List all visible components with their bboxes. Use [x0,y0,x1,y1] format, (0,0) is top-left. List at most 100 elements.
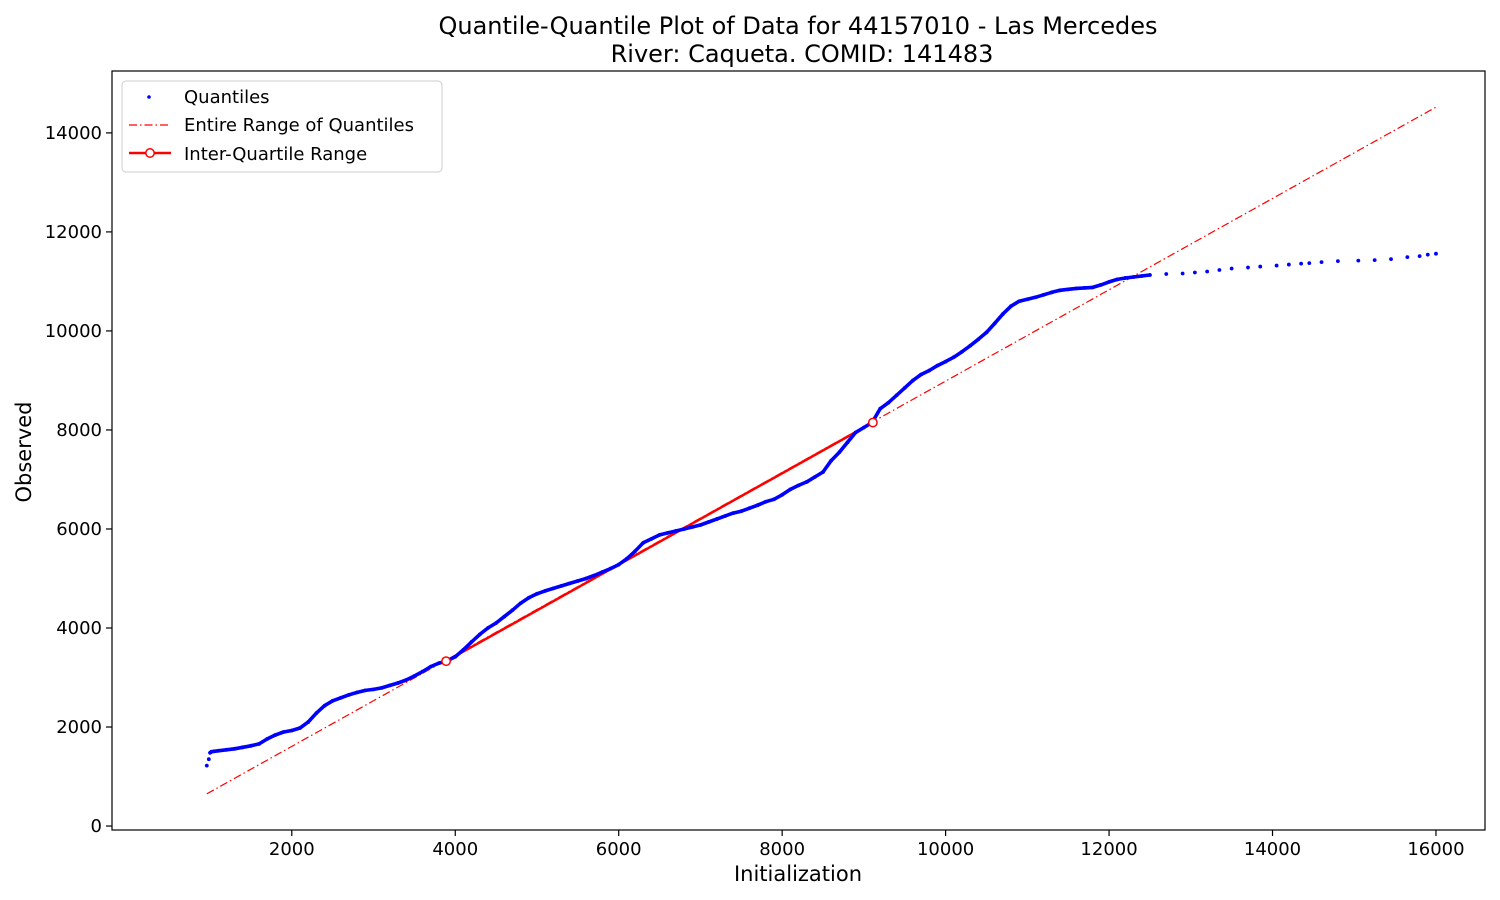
quantile-point [1307,261,1312,266]
quantile-point [1009,304,1013,309]
legend-box [121,80,443,173]
quantile-point [1274,263,1279,268]
quantile-point [1049,290,1054,295]
quantile-point [379,686,384,690]
quantile-point [1205,269,1210,274]
y-axis-label: Observed [12,401,36,502]
quantile-point [641,540,646,545]
quantile-point [551,586,556,591]
quantile-point [665,531,670,535]
quantile-point [371,687,376,692]
quantile-point [911,378,915,383]
quantile-point [206,757,211,762]
quantile-point [943,359,948,364]
quantile-point [338,695,343,700]
x-tick-label: 16000 [1407,839,1464,860]
quantile-point [461,647,466,652]
quantile-point [412,674,417,678]
x-tick-label: 6000 [596,839,642,860]
quantiles-dense-trace [208,273,1152,755]
quantile-point [951,355,956,360]
quantile-point [453,654,458,659]
quantile-point [1000,312,1005,316]
quantile-point [249,743,253,748]
quantile-point [216,748,221,753]
quantile-point [224,747,229,752]
quantile-point [780,492,785,497]
quantile-point [396,681,400,685]
quantile-point [714,517,719,521]
quantile-point [804,480,809,484]
quantile-point [1041,292,1046,297]
quantile-point [919,372,923,377]
quantile-point [1123,276,1128,280]
quantile-point [559,584,564,588]
quantile-point [878,406,883,411]
quantile-point [1107,280,1111,284]
quantile-point [592,573,597,578]
quantile-point [739,509,744,514]
y-tick-label: 4000 [56,618,102,639]
quantile-point [298,726,302,730]
quantile-point [281,730,286,734]
quantile-point [1066,287,1071,292]
quantile-point [812,475,817,479]
quantile-point [984,330,989,335]
quantile-point [674,529,678,533]
quantile-point [1229,266,1234,271]
quantile-point [289,728,294,733]
quantile-point [306,720,311,724]
quantile-point [486,626,490,630]
quantile-point [1217,268,1222,272]
quantile-point [314,711,319,716]
quantile-point [690,525,695,529]
quantile-point [1246,265,1250,270]
quantile-point [322,703,327,708]
quantile-point [204,763,209,768]
quantile-point [257,741,262,746]
quantile-point [1180,271,1185,276]
quantile-point [772,497,776,502]
quantile-point [1417,254,1422,259]
quantile-point [992,321,997,326]
quantile-point [387,683,392,688]
quantile-point [469,639,474,644]
quantile-point [1074,286,1079,291]
y-tick-label: 0 [91,816,102,837]
y-tick-label: 8000 [56,420,102,441]
x-axis: 2000 4000 6000 8000 10000 12000 14000 16000 [269,830,1465,860]
quantile-point [209,749,214,754]
x-tick-label: 8000 [759,839,805,860]
quantile-point [1192,270,1197,275]
quantile-point [526,595,531,600]
quantile-point [240,745,245,750]
quantile-point [1058,288,1062,293]
quantile-point [1098,282,1103,287]
quantile-point [968,343,973,348]
quantile-point [1405,255,1410,260]
quantile-point [894,393,899,398]
legend: Quantiles Entire Range of Quantiles Inte… [121,80,443,173]
legend-entire-range-label: Entire Range of Quantiles [184,115,414,136]
quantile-point [837,450,842,455]
chart-subtitle: River: Caqueta. COMID: 141483 [611,40,994,68]
quantile-point [1115,277,1120,282]
quantile-point [1299,261,1304,266]
quantile-point [1434,251,1438,256]
quantile-point [584,576,588,581]
x-axis-label: Initialization [734,862,862,886]
quantile-point [1017,299,1022,304]
quantile-point [616,562,621,567]
quantile-point [633,549,637,554]
quantile-point [1356,258,1361,263]
quantile-point [927,368,932,373]
quantile-point [788,487,793,492]
quantile-point [502,614,507,619]
quantile-point [420,669,425,674]
legend-quantiles-marker [147,95,151,99]
chart-title: Quantile-Quantile Plot of Data for 44157… [439,12,1158,40]
quantile-point [510,608,515,613]
quantile-point [1131,275,1136,279]
quantile-point [518,601,523,606]
